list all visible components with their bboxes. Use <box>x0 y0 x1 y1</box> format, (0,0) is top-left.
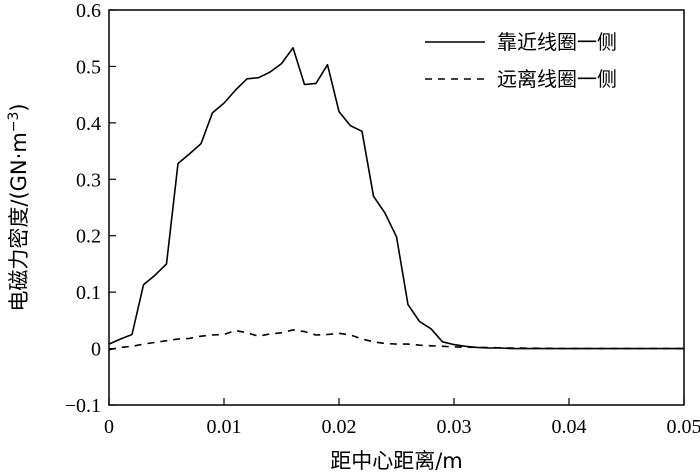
x-tick-label: 0.02 <box>322 416 357 438</box>
legend-label-1: 靠近线圈一侧 <box>497 30 617 54</box>
x-tick-label: 0.03 <box>437 416 472 438</box>
y-tick-label: 0.4 <box>76 113 101 135</box>
series-line-2 <box>108 329 684 351</box>
y-tick-label: 0.5 <box>76 56 101 78</box>
series-lines <box>108 46 684 351</box>
plot-area: 0 0.01 0.02 0.03 0.04 0.05−0.100.10.20.30.40.… <box>65 0 700 438</box>
x-tick-label: 0.04 <box>552 416 587 438</box>
series-line-1 <box>108 46 684 350</box>
y-tick-label: 0.1 <box>76 282 101 304</box>
plot-frame <box>108 9 685 406</box>
y-tick-label: 0 <box>91 339 101 361</box>
x-axis-title: 距中心距离/m <box>330 449 463 473</box>
axis-ticks: 0 0.01 0.02 0.03 0.04 0.05−0.100.10.20.30.40.… <box>65 0 700 438</box>
legend-label-2: 远离线圈一侧 <box>497 67 617 91</box>
x-tick-label: 0.01 <box>207 416 242 438</box>
y-axis-title-superscript: −3 <box>6 112 22 133</box>
x-tick-label: 0.05 <box>667 416 700 438</box>
x-tick-label: 0 <box>104 416 114 438</box>
y-axis-title-close: ) <box>7 103 31 111</box>
y-tick-label: 0.2 <box>76 226 101 248</box>
y-axis-title-main: 电磁力密度/(GN·m <box>7 132 31 311</box>
y-tick-label: −0.1 <box>65 395 101 417</box>
y-tick-label: 0.3 <box>76 169 101 191</box>
y-axis-title: 电磁力密度/(GN·m−3) <box>6 103 31 311</box>
axis-labels: 距中心距离/m 电磁力密度/(GN·m−3) <box>6 103 463 473</box>
y-tick-label: 0.6 <box>76 0 101 22</box>
